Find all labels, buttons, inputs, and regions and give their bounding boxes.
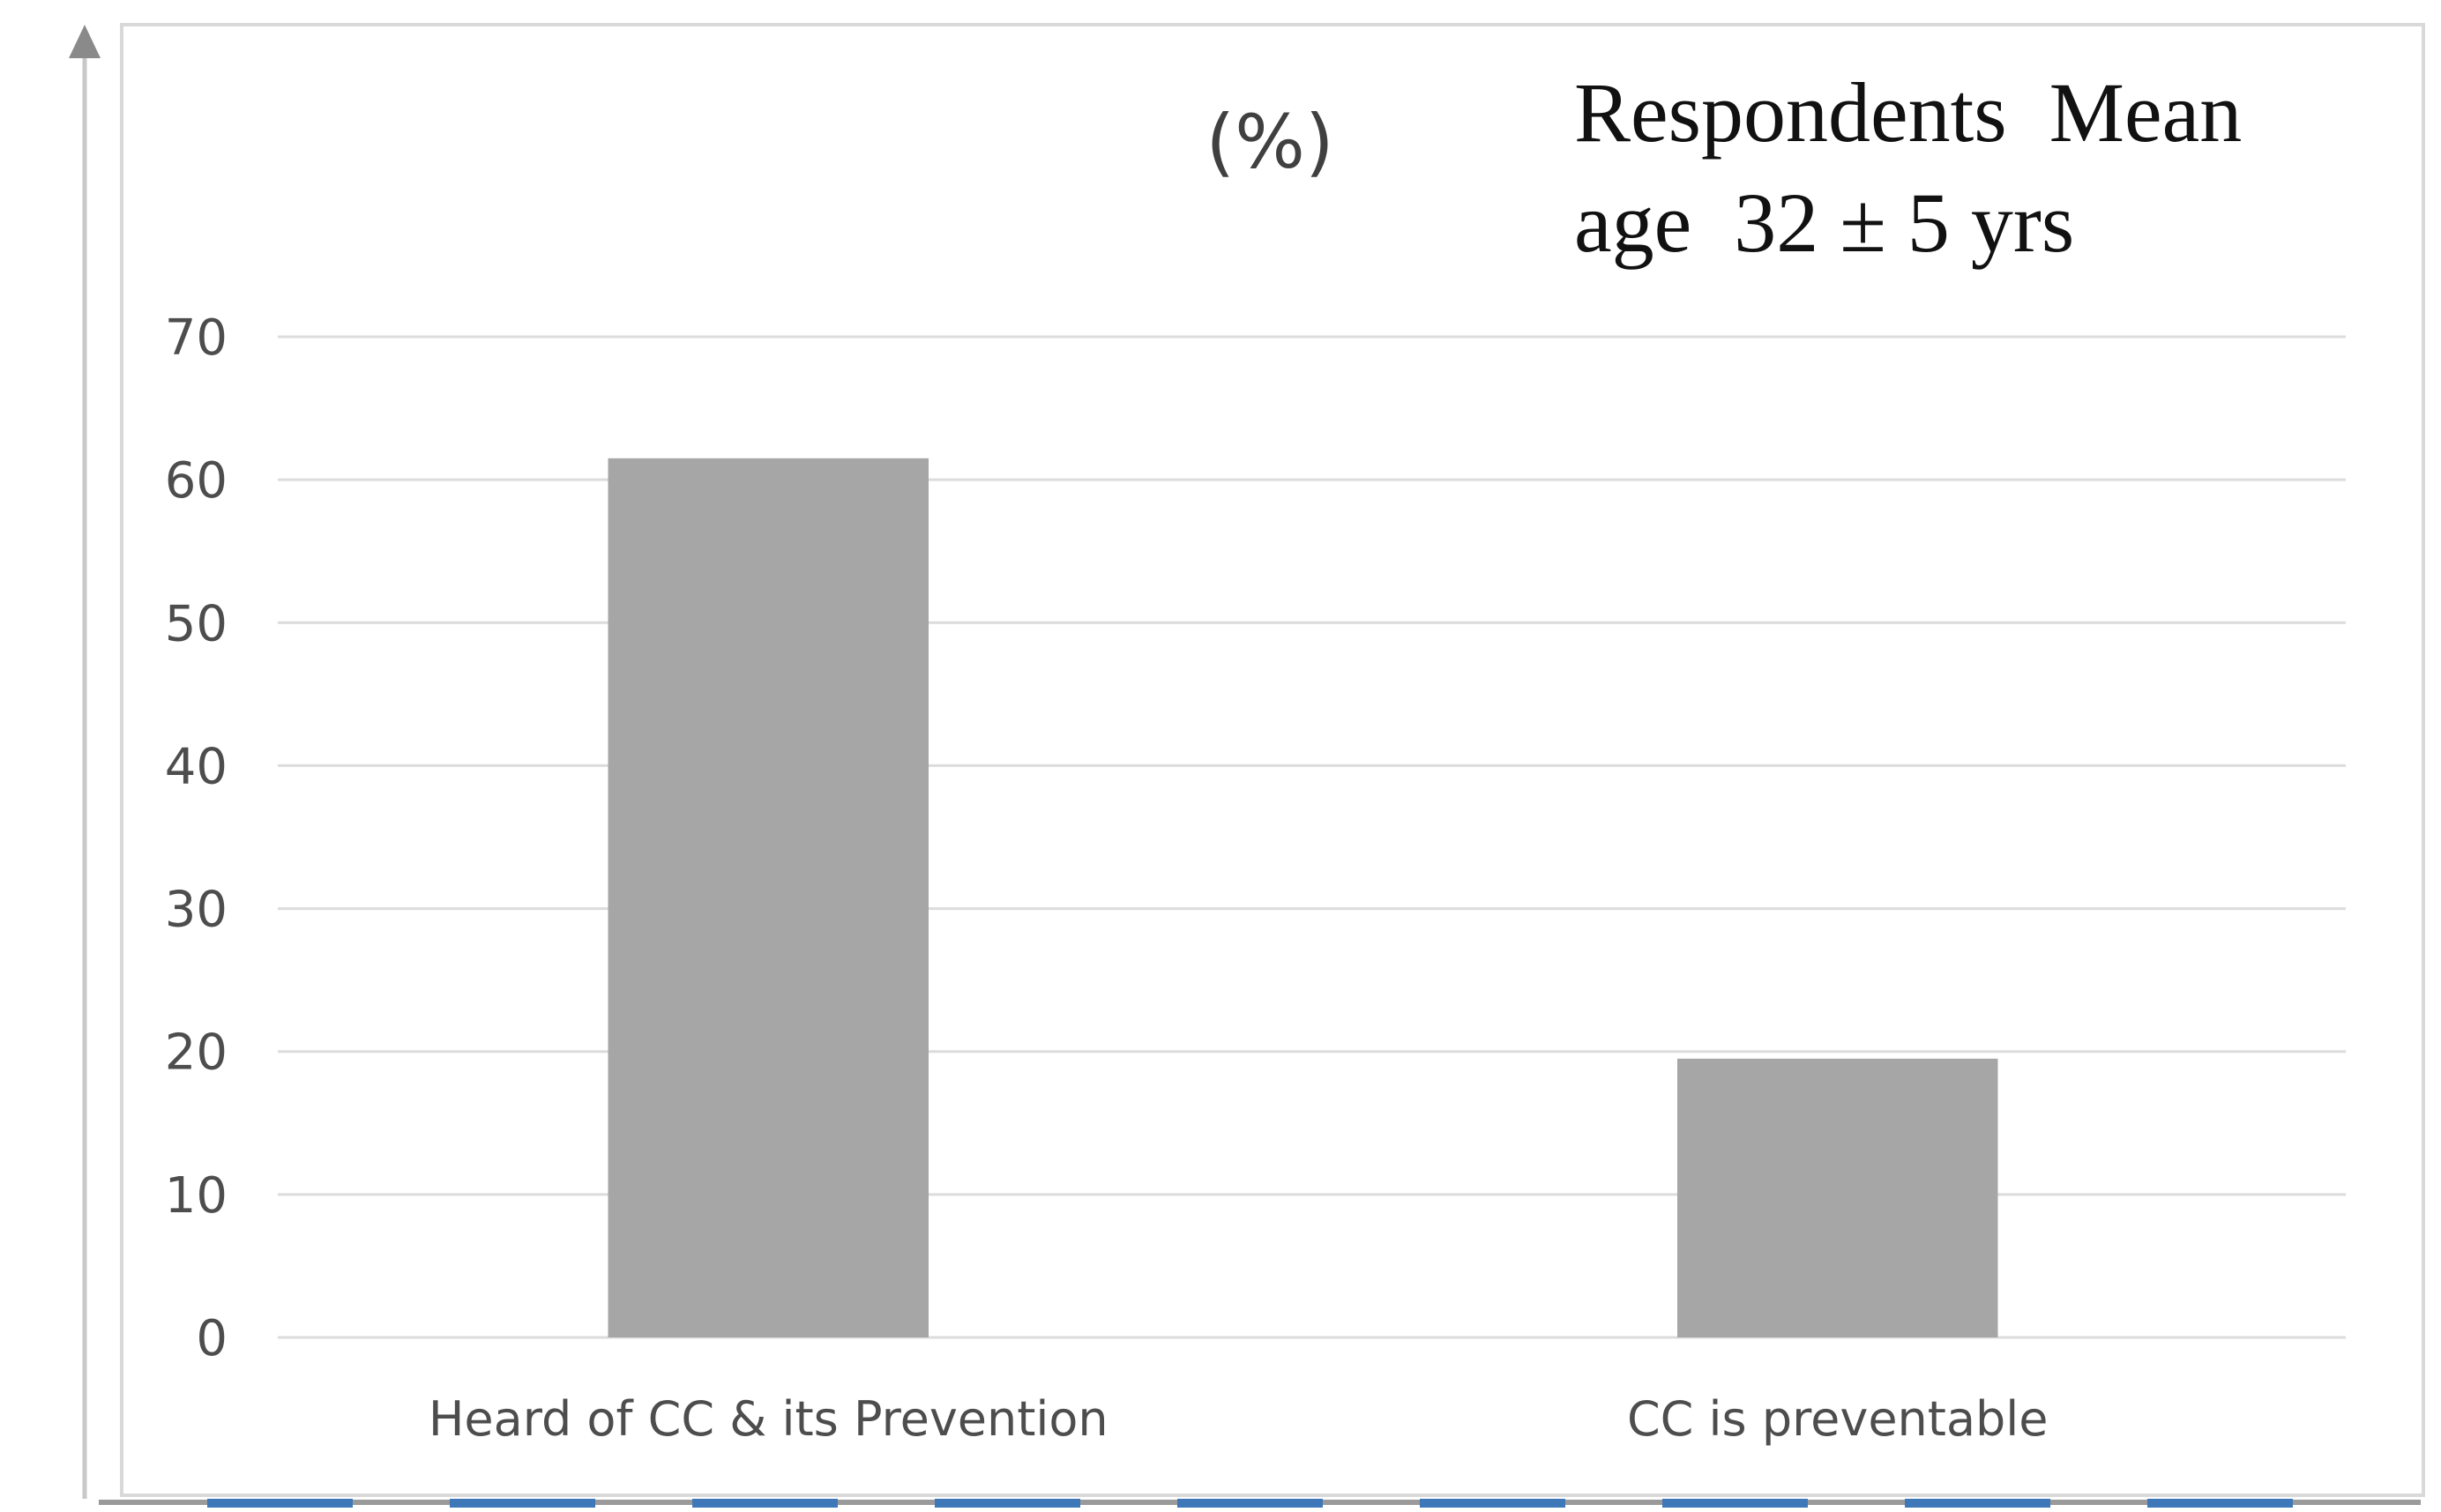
- strip-segment: [1420, 1499, 1565, 1508]
- x-tick-label: CC is preventable: [1627, 1391, 2049, 1447]
- y-tick-label: 50: [165, 595, 228, 652]
- strip-segment: [1905, 1499, 2050, 1508]
- strip-segment: [1177, 1499, 1323, 1508]
- annotation-line-2: age 32 ± 5 yrs: [1574, 175, 2074, 270]
- x-tick-label: Heard of CC & its Prevention: [429, 1391, 1109, 1447]
- bottom-strip: [207, 1499, 2293, 1508]
- unit-label: (%): [1206, 99, 1333, 185]
- bar: [608, 458, 929, 1337]
- y-tick-label: 60: [165, 452, 228, 510]
- y-tick-label: 30: [165, 882, 228, 939]
- y-tick-label: 40: [165, 738, 228, 795]
- y-tick-label: 10: [165, 1167, 228, 1225]
- chart-frame-border: [120, 23, 2425, 1497]
- bar: [1677, 1058, 1998, 1337]
- strip-segment: [207, 1499, 353, 1508]
- strip-segment: [1662, 1499, 1808, 1508]
- up-arrow-icon: [69, 25, 101, 58]
- strip-segment: [2147, 1499, 2293, 1508]
- strip-segment: [935, 1499, 1080, 1508]
- y-tick-label: 70: [165, 309, 228, 367]
- y-tick-label: 20: [165, 1024, 228, 1082]
- strip-segment: [450, 1499, 595, 1508]
- x-tick-labels: Heard of CC & its Prevention CC is preven…: [429, 1391, 2049, 1447]
- bars: [608, 458, 1998, 1337]
- y-tick-label: 0: [196, 1310, 228, 1367]
- strip-segment: [692, 1499, 838, 1508]
- y-tick-labels: 0 10 20 30 40 50 60 70: [165, 309, 228, 1367]
- annotation-line-1: Respondents Mean: [1574, 65, 2242, 160]
